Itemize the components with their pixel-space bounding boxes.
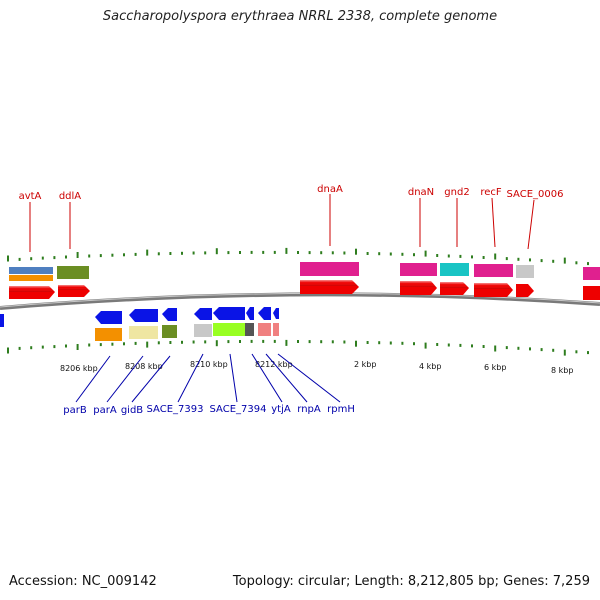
gene-label-avtA: avtA (19, 191, 42, 202)
reverse-gene-arrows (0, 307, 279, 327)
feature-bar[interactable] (583, 267, 600, 280)
feature-bar[interactable] (516, 265, 534, 278)
gene-label-ytjA: ytjA (271, 404, 291, 415)
scale-label: 8208 kbp (125, 362, 163, 371)
genome-backbone (0, 292, 600, 310)
scale-label: 6 kbp (484, 363, 506, 372)
scale-label: 8210 kbp (190, 360, 228, 369)
feature-bar[interactable] (9, 275, 53, 281)
genome-summary-text: Topology: circular; Length: 8,212,805 bp… (232, 574, 590, 589)
feature-bar[interactable] (258, 323, 271, 336)
gene-label-SACE_7393: SACE_7393 (147, 404, 204, 415)
gene-arrow-ytjA[interactable] (246, 307, 254, 320)
gene-label-gnd2: gnd2 (444, 187, 469, 198)
scale-labels: 8206 kbp 8208 kbp 8210 kbp 8212 kbp 2 kb… (60, 360, 573, 375)
reverse-leader-lines (75, 353, 341, 403)
gene-arrow-rnpA[interactable] (258, 307, 271, 320)
feature-bar[interactable] (440, 263, 469, 276)
feature-bar[interactable] (129, 326, 158, 339)
reverse-gene-labels: parB parA gidB SACE_7393 SACE_7394 ytjA … (63, 404, 355, 416)
gene-arrow-SACE_0006[interactable] (516, 284, 534, 297)
feature-bar[interactable] (95, 328, 122, 341)
feature-bar[interactable] (273, 323, 279, 336)
feature-bar[interactable] (245, 323, 254, 336)
scale-label: 8 kbp (551, 366, 573, 375)
scale-label: 4 kbp (419, 362, 441, 371)
gene-arrow-left-edge[interactable] (0, 314, 4, 327)
feature-bar[interactable] (162, 325, 177, 338)
feature-bar[interactable] (194, 324, 212, 337)
scale-label: 8206 kbp (60, 364, 98, 373)
feature-bar[interactable] (474, 264, 513, 277)
gene-arrow-parA[interactable] (129, 309, 158, 322)
forward-gene-labels: avtA ddlA dnaA dnaN gnd2 recF SACE_0006 (19, 184, 564, 202)
top-scale-ticks (7, 247, 589, 266)
gene-label-parA: parA (93, 405, 117, 416)
genome-title: Saccharopolyspora erythraea NRRL 2338, c… (102, 9, 498, 24)
forward-feature-track (9, 262, 600, 281)
gene-arrow-gidB[interactable] (162, 308, 177, 321)
reverse-feature-track (95, 323, 279, 341)
gene-arrow-SACE_7394[interactable] (213, 307, 245, 320)
feature-bar[interactable] (300, 262, 359, 276)
forward-leader-lines (29, 194, 535, 252)
gene-label-rnpA: rnpA (297, 404, 321, 415)
gene-label-SACE_0006: SACE_0006 (507, 189, 564, 200)
feature-bar[interactable] (57, 266, 89, 279)
accession-text: Accession: NC_009142 (9, 574, 157, 589)
gene-label-dnaN: dnaN (408, 187, 434, 198)
scale-label: 8212 kbp (255, 360, 293, 369)
gene-arrow-parB[interactable] (95, 311, 122, 324)
scale-label: 2 kbp (354, 360, 376, 369)
gene-label-dnaA: dnaA (317, 184, 343, 195)
feature-bar[interactable] (400, 263, 437, 276)
gene-label-parB: parB (63, 405, 87, 416)
feature-bar[interactable] (213, 323, 245, 336)
forward-arrow-shine (9, 280, 511, 292)
bottom-scale-ticks (7, 339, 589, 356)
gene-arrow-partial[interactable] (583, 286, 600, 300)
gene-label-gidB: gidB (121, 405, 143, 416)
gene-label-rpmH: rpmH (327, 404, 355, 415)
gene-arrow-rpmH[interactable] (273, 308, 279, 319)
gene-label-recF: recF (480, 187, 502, 198)
feature-bar[interactable] (9, 267, 53, 274)
gene-arrow-SACE_7393[interactable] (194, 308, 212, 320)
gene-label-ddlA: ddlA (59, 191, 81, 202)
gene-label-SACE_7394: SACE_7394 (210, 404, 267, 415)
